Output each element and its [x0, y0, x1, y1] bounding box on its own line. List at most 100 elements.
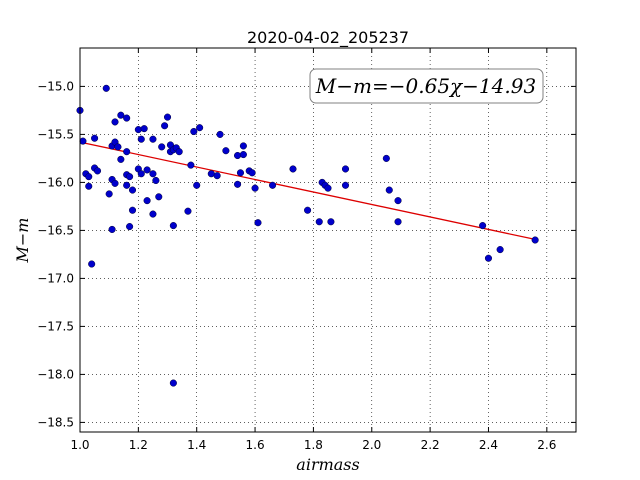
data-point [239, 151, 247, 159]
data-point [248, 169, 256, 177]
data-point [216, 130, 224, 138]
data-point [123, 181, 131, 189]
data-point [163, 113, 172, 121]
data-point [105, 190, 113, 198]
data-point [117, 155, 125, 163]
x-tick-label: 2.6 [537, 438, 556, 452]
x-tick-label: 1.8 [304, 438, 323, 452]
grid-lines [79, 48, 576, 432]
data-point [341, 165, 350, 173]
data-point [175, 148, 183, 156]
data-point [382, 154, 390, 162]
data-point [484, 254, 493, 262]
x-tick-labels: 1.0 1.2 1.4 1.6 1.8 2.0 2.2 2.4 2.6 [70, 438, 556, 452]
y-tick-label: −17.5 [37, 319, 74, 333]
data-point [304, 206, 312, 214]
data-point [111, 118, 119, 126]
data-point [123, 114, 131, 122]
data-point [479, 222, 487, 230]
data-point [531, 236, 539, 244]
data-point [114, 143, 122, 151]
x-tick-label: 2.2 [421, 438, 440, 452]
data-point [236, 169, 245, 177]
data-point [140, 125, 148, 133]
annotation-box [309, 68, 544, 104]
data-point [269, 181, 277, 189]
data-point [251, 184, 259, 192]
data-point [93, 167, 102, 175]
data-point [187, 161, 195, 169]
data-point [169, 379, 177, 387]
data-point [324, 184, 332, 192]
x-tick-label: 1.6 [246, 438, 265, 452]
fit-line [79, 141, 536, 241]
data-point [143, 197, 151, 205]
y-tick-label: −18.5 [37, 415, 74, 429]
data-point [111, 179, 119, 187]
x-tick-label: 2.4 [479, 438, 498, 452]
data-point [143, 166, 151, 174]
plot-frame [79, 47, 577, 433]
data-point [158, 143, 166, 151]
data-point [254, 219, 262, 227]
data-point [134, 126, 142, 134]
data-point [79, 137, 87, 145]
data-point [213, 172, 221, 180]
y-axis-label: M−m [13, 218, 32, 264]
data-point [385, 186, 393, 194]
x-tick-label: 1.4 [187, 438, 206, 452]
x-tick-label: 1.0 [70, 438, 89, 452]
fit-equation-annotation: M−m=−0.65χ−14.93 [315, 74, 536, 98]
data-point [85, 173, 93, 181]
data-point [234, 151, 242, 160]
data-point [196, 124, 204, 132]
scatter-points [76, 84, 539, 387]
y-tick-label: −16.0 [37, 175, 74, 189]
data-point [222, 147, 230, 155]
x-tick-label: 2.0 [362, 438, 381, 452]
data-point [108, 225, 116, 233]
data-point [137, 135, 145, 143]
data-point [117, 111, 125, 119]
data-point [193, 181, 201, 189]
y-tick-label: −15.0 [37, 79, 74, 93]
y-tick-label: −17.0 [37, 271, 74, 285]
data-point [128, 186, 137, 194]
data-point [161, 122, 169, 130]
axis-ticks [79, 48, 576, 432]
y-tick-label: −16.5 [37, 223, 74, 237]
data-point [155, 193, 163, 201]
data-point [149, 135, 157, 143]
data-point [149, 170, 157, 178]
x-tick-label: 1.2 [129, 438, 148, 452]
data-point [128, 206, 137, 214]
data-point [123, 148, 131, 156]
data-point [88, 260, 96, 268]
y-tick-labels: −15.0 −15.5 −16.0 −16.5 −17.0 −17.5 −18.0 −18.5 [37, 79, 74, 429]
data-point [341, 181, 350, 189]
data-point [234, 180, 242, 188]
data-point [126, 173, 134, 181]
data-point [289, 165, 297, 173]
data-point [190, 127, 198, 136]
y-tick-label: −18.0 [37, 367, 74, 381]
data-point [239, 142, 247, 150]
data-point [327, 218, 335, 226]
data-point [126, 223, 134, 231]
data-point [85, 182, 93, 190]
data-point [152, 176, 160, 185]
plot-area [80, 48, 576, 432]
data-point [149, 210, 157, 218]
data-point [102, 84, 110, 92]
data-point [394, 218, 402, 226]
data-point [169, 222, 177, 230]
y-tick-label: −15.5 [37, 127, 74, 141]
data-point [137, 170, 145, 178]
data-point [496, 246, 504, 254]
data-point [315, 218, 323, 226]
x-axis-label: airmass [296, 455, 359, 474]
data-point [394, 197, 402, 205]
fit-line-group [79, 141, 536, 241]
data-point [184, 207, 192, 215]
